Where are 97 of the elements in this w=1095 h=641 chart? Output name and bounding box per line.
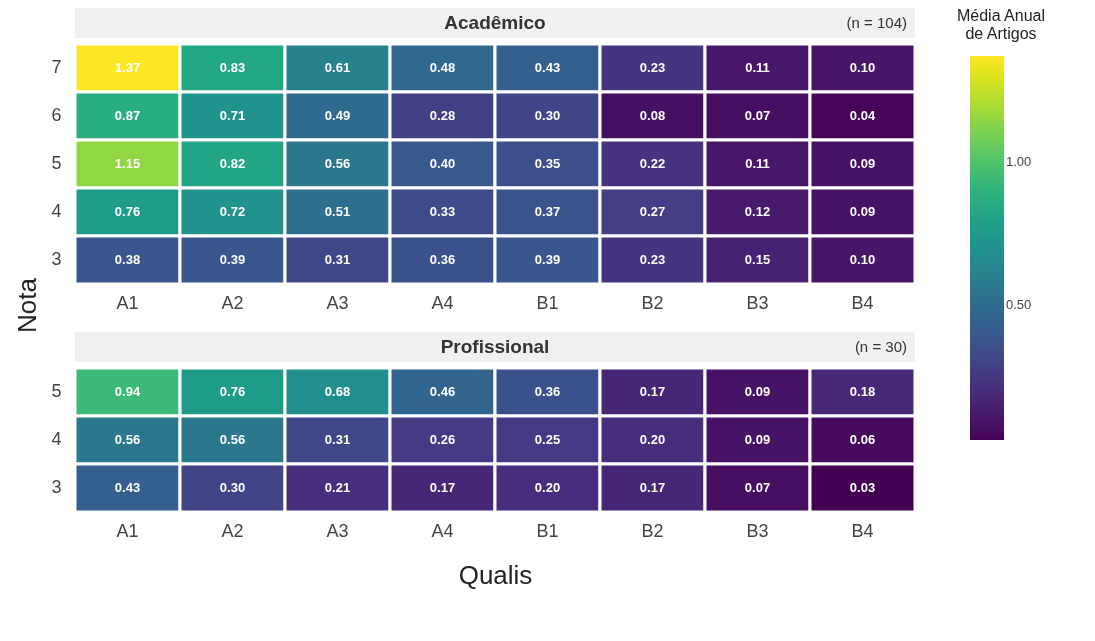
data-label: 0.20 [639,432,666,447]
data-label: 0.36 [534,384,561,399]
data-label: 0.33 [429,204,456,219]
data-label: 0.21 [324,480,351,495]
data-label: 0.76 [114,204,141,219]
y-tick-label: 3 [51,477,62,497]
data-label: 0.46 [429,384,456,399]
data-label: 0.12 [744,204,771,219]
data-label: 0.09 [744,432,771,447]
data-label: 0.87 [114,108,141,123]
data-label: 0.40 [429,156,456,171]
x-tick-label: A4 [431,520,454,541]
data-label: 0.49 [324,108,351,123]
y-tick-label: 4 [51,201,62,221]
data-label: 0.27 [639,204,666,219]
data-label: 0.39 [534,252,561,267]
data-label: 0.83 [219,60,246,75]
data-label: 0.56 [219,432,246,447]
y-axis-title: Nota [11,277,43,335]
data-label: 0.39 [219,252,246,267]
data-label: 0.11 [745,60,770,75]
x-tick-label: A3 [326,520,349,541]
data-label: 0.04 [849,108,876,123]
data-label: 0.09 [744,384,771,399]
data-label: 0.20 [534,480,561,495]
data-label: 0.71 [219,108,246,123]
data-label: 0.31 [324,432,351,447]
chart-title: Acadêmico [444,12,546,33]
text: (n = 104) [846,14,907,31]
chart-title: Profissional [440,336,550,357]
data-label: 0.28 [429,108,456,123]
x-tick-label: B3 [746,520,769,541]
color-bar-title: Média Anual de Artigos [956,7,1046,42]
data-label: 0.22 [639,156,666,171]
data-label: 0.10 [849,252,876,267]
x-tick-label: A3 [326,292,349,313]
y-tick-label: 4 [51,429,62,449]
data-label: 0.56 [324,156,351,171]
data-label: 0.36 [429,252,456,267]
data-label: 0.26 [429,432,456,447]
data-label: 0.17 [429,480,456,495]
x-tick-label: A1 [116,292,139,313]
x-tick-label: B2 [641,292,664,313]
data-label: 0.68 [324,384,351,399]
data-label: 0.35 [534,156,561,171]
x-tick-label: A2 [221,520,244,541]
data-label: 0.72 [219,204,246,219]
data-label: 0.23 [639,60,666,75]
data-label: 0.25 [534,432,561,447]
x-tick-label: A1 [116,520,139,541]
x-tick-label: B1 [536,520,559,541]
x-tick-label: A4 [431,292,454,313]
text: (n = 30) [854,338,907,355]
data-label: 0.56 [114,432,141,447]
data-label: 0.03 [849,480,876,495]
x-tick-label: A2 [221,292,244,313]
data-label: 0.76 [219,384,246,399]
data-label: 0.51 [324,204,351,219]
data-label: 0.09 [849,204,876,219]
y-tick-label: 5 [51,153,62,173]
data-label: 0.06 [849,432,876,447]
color-bar-label: 1.00 [1006,154,1032,170]
data-label: 0.15 [744,252,771,267]
data-label: 0.11 [745,156,770,171]
data-label: 0.43 [114,480,141,495]
data-label: 0.17 [639,480,666,495]
y-tick-label: 7 [51,57,62,77]
x-tick-label: B4 [851,292,874,313]
x-tick-label: B2 [641,520,664,541]
data-label: 0.30 [534,108,561,123]
y-tick-label: 5 [51,381,62,401]
data-label: 0.37 [534,204,561,219]
x-tick-label: B1 [536,292,559,313]
x-tick-label: B3 [746,292,769,313]
color-bar-label: 0.50 [1006,297,1032,313]
y-tick-label: 6 [51,105,62,125]
data-label: 0.48 [429,60,456,75]
data-label: 0.43 [534,60,561,75]
data-label: 0.82 [219,156,246,171]
data-label: 0.07 [744,480,771,495]
data-label: 0.07 [744,108,771,123]
data-label: 1.15 [114,156,141,171]
data-label: 0.94 [114,384,141,399]
data-label: 0.61 [324,60,351,75]
data-label: 0.10 [849,60,876,75]
data-label: 0.18 [849,384,876,399]
x-tick-label: B4 [851,520,874,541]
data-label: 0.08 [639,108,666,123]
data-label: 0.31 [324,252,351,267]
data-label: 0.09 [849,156,876,171]
y-tick-label: 3 [51,249,62,269]
data-label: 0.30 [219,480,246,495]
data-label: 0.38 [114,252,141,267]
data-label: 1.37 [114,60,141,75]
data-label: 0.17 [639,384,666,399]
data-label: 0.23 [639,252,666,267]
x-axis-title: Qualis [458,559,533,590]
